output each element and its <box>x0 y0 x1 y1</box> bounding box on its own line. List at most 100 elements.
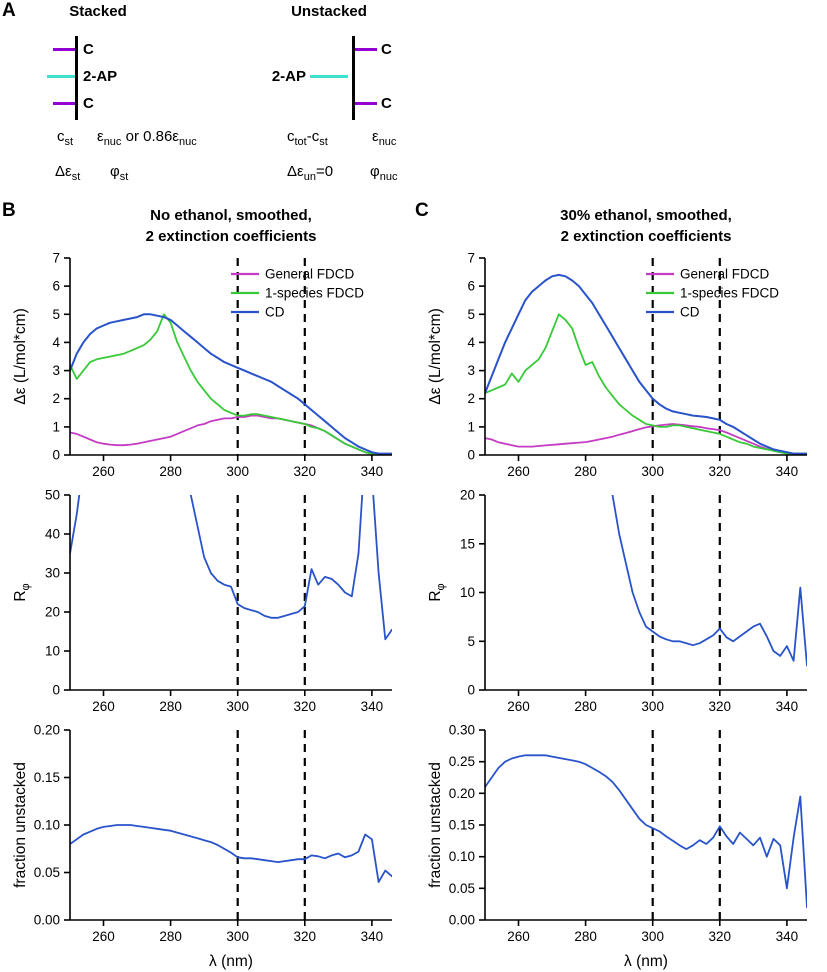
svg-text:0.30: 0.30 <box>449 723 475 738</box>
svg-text:30: 30 <box>45 566 60 581</box>
svg-text:300: 300 <box>641 929 664 944</box>
svg-text:320: 320 <box>294 464 317 479</box>
svg-text:260: 260 <box>92 464 115 479</box>
svg-text:320: 320 <box>709 464 732 479</box>
stacked-2ap-tick <box>47 75 75 78</box>
stacked-phi-formula: φst <box>110 163 129 183</box>
svg-text:300: 300 <box>226 929 249 944</box>
svg-text:340: 340 <box>361 929 384 944</box>
svg-text:10: 10 <box>460 585 475 600</box>
svg-text:1-species FDCD: 1-species FDCD <box>265 286 364 301</box>
stacked-extinction-formula: εnuc or 0.86εnuc <box>97 128 197 148</box>
svg-text:340: 340 <box>776 699 799 714</box>
chart-delta-epsilon-no-ethanol: 260 280 300 320 340 0 1 2 3 4 5 6 7 Δε (L/mol*cm) Gene… <box>10 248 402 490</box>
svg-text:340: 340 <box>776 464 799 479</box>
svg-text:0.05: 0.05 <box>34 865 60 880</box>
svg-text:280: 280 <box>159 929 182 944</box>
svg-text:Rφ: Rφ <box>427 583 447 601</box>
stacked-delta-eps-formula: Δεst <box>55 163 81 183</box>
unstacked-delta-eps-formula: Δεun=0 <box>287 163 334 183</box>
svg-text:CD: CD <box>680 305 700 320</box>
svg-text:10: 10 <box>45 644 60 659</box>
svg-text:0.00: 0.00 <box>449 913 475 928</box>
svg-text:15: 15 <box>460 536 475 551</box>
svg-text:0.10: 0.10 <box>34 818 60 833</box>
svg-text:λ (nm): λ (nm) <box>209 953 253 970</box>
svg-text:Δε (L/mol*cm): Δε (L/mol*cm) <box>12 308 29 405</box>
svg-text:20: 20 <box>45 605 60 620</box>
svg-text:300: 300 <box>641 699 664 714</box>
svg-text:5: 5 <box>467 307 475 322</box>
svg-text:300: 300 <box>226 699 249 714</box>
panel-c-title-line2: 2 extinction coefficients <box>560 228 732 245</box>
svg-text:3: 3 <box>52 363 60 378</box>
panel-b-title: No ethanol, smoothed, 2 extinction coeff… <box>70 205 392 247</box>
unstacked-2ap-tick <box>310 75 348 78</box>
svg-text:40: 40 <box>45 527 60 542</box>
svg-text:Rφ: Rφ <box>12 583 32 601</box>
stacked-title: Stacked <box>69 3 127 20</box>
stacked-2ap-label: 2-AP <box>83 68 118 85</box>
unstacked-backbone-line <box>352 36 355 120</box>
svg-text:340: 340 <box>361 464 384 479</box>
unstacked-phi-formula: φnuc <box>370 163 398 183</box>
svg-text:CD: CD <box>265 305 285 320</box>
unstacked-top-c-tick <box>355 48 377 51</box>
stacked-backbone-line <box>75 36 78 120</box>
svg-text:0.10: 0.10 <box>449 849 475 864</box>
panel-b-label: B <box>2 200 16 221</box>
unstacked-bottom-c-label: C <box>381 95 392 112</box>
unstacked-title: Unstacked <box>291 3 367 20</box>
chart-r-phi-30-ethanol: 260 280 300 320 340 0 5 10 15 20 Rφ <box>425 485 817 725</box>
svg-text:4: 4 <box>467 335 475 350</box>
panel-a-label: A <box>2 0 16 21</box>
svg-text:320: 320 <box>294 699 317 714</box>
unstacked-concentration-formula: ctot-cst <box>287 128 328 148</box>
svg-text:340: 340 <box>361 699 384 714</box>
panel-b-title-line2: 2 extinction coefficients <box>145 228 317 245</box>
svg-text:Δε (L/mol*cm): Δε (L/mol*cm) <box>427 308 444 405</box>
svg-text:280: 280 <box>574 699 597 714</box>
svg-text:General FDCD: General FDCD <box>265 267 355 282</box>
svg-text:General FDCD: General FDCD <box>680 267 770 282</box>
svg-text:2: 2 <box>467 391 475 406</box>
stacked-top-c-tick <box>53 48 75 51</box>
panel-c-title: 30% ethanol, smoothed, 2 extinction coef… <box>485 205 807 247</box>
svg-text:7: 7 <box>52 251 60 266</box>
svg-text:0.15: 0.15 <box>34 770 60 785</box>
svg-text:340: 340 <box>776 929 799 944</box>
svg-text:20: 20 <box>460 488 475 503</box>
svg-text:320: 320 <box>709 699 732 714</box>
svg-text:0.20: 0.20 <box>449 786 475 801</box>
svg-text:4: 4 <box>52 335 60 350</box>
stacked-bottom-c-tick <box>53 102 75 105</box>
chart-fraction-unstacked-no-ethanol: 260 280 300 320 340 0.00 0.05 0.10 0.15 0.20 fract… <box>10 720 402 972</box>
svg-text:260: 260 <box>92 929 115 944</box>
svg-text:260: 260 <box>92 699 115 714</box>
svg-text:0.15: 0.15 <box>449 818 475 833</box>
svg-text:1-species FDCD: 1-species FDCD <box>680 286 779 301</box>
svg-text:260: 260 <box>507 464 530 479</box>
chart-r-phi-no-ethanol: 260 280 300 320 340 0 10 20 30 40 50 Rφ <box>10 485 402 725</box>
svg-text:320: 320 <box>294 929 317 944</box>
svg-text:fraction unstacked: fraction unstacked <box>12 762 29 888</box>
unstacked-bottom-c-tick <box>355 102 377 105</box>
svg-text:280: 280 <box>159 699 182 714</box>
svg-text:280: 280 <box>159 464 182 479</box>
svg-text:5: 5 <box>467 634 475 649</box>
svg-text:5: 5 <box>52 307 60 322</box>
panel-c-title-line1: 30% ethanol, smoothed, <box>560 207 732 224</box>
svg-text:320: 320 <box>709 929 732 944</box>
svg-text:0.20: 0.20 <box>34 723 60 738</box>
svg-text:0: 0 <box>467 448 475 463</box>
svg-text:3: 3 <box>467 363 475 378</box>
svg-text:0: 0 <box>52 448 60 463</box>
svg-text:fraction unstacked: fraction unstacked <box>427 762 444 888</box>
svg-text:260: 260 <box>507 929 530 944</box>
panel-c-label: C <box>415 200 429 221</box>
svg-text:2: 2 <box>52 391 60 406</box>
svg-text:0.25: 0.25 <box>449 754 475 769</box>
svg-text:280: 280 <box>574 464 597 479</box>
svg-text:λ (nm): λ (nm) <box>624 953 668 970</box>
svg-text:0.05: 0.05 <box>449 881 475 896</box>
